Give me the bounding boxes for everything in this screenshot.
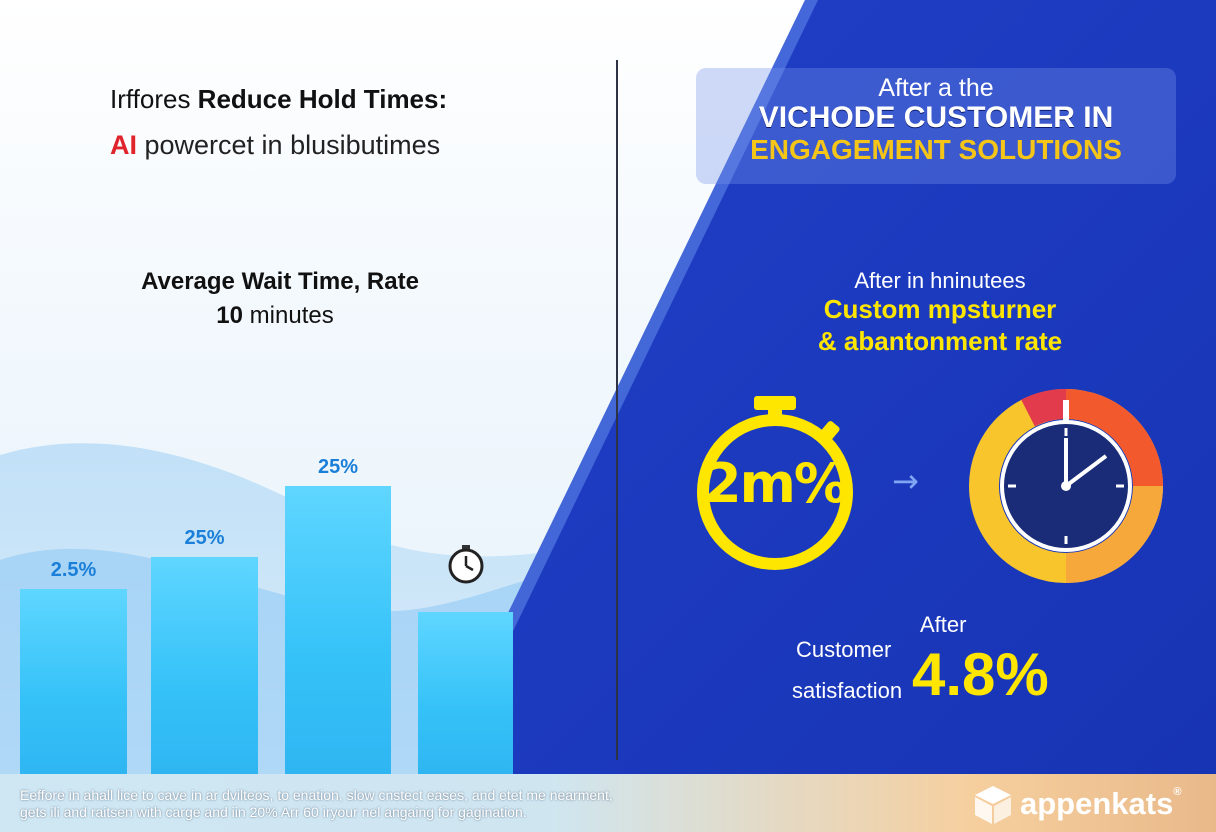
- metric-title-line2: & abantonment rate: [817, 326, 1063, 356]
- headline-bold: Reduce Hold Times:: [197, 84, 448, 114]
- after-caption: After in hninutees: [854, 268, 1026, 293]
- footer-text-line1: Eeffore in ahall lice to cave in ar dvil…: [20, 787, 613, 803]
- subline-ai: AI: [110, 130, 137, 160]
- clock-donut-chart: [969, 389, 1163, 583]
- brand-logo-icon: [975, 786, 1011, 824]
- satisfaction-label-line2: satisfaction: [792, 678, 903, 703]
- bar-data-label: 25%: [184, 527, 225, 549]
- vertical-divider: [616, 60, 618, 760]
- title-line3: ENGAGEMENT SOLUTIONS: [750, 134, 1122, 165]
- arrow-icon: →: [892, 462, 919, 500]
- stopwatch-value: 2m%: [704, 452, 848, 515]
- title-line2: VICHODE CUSTOMER IN: [758, 101, 1114, 134]
- headline-prefix: Irffores: [110, 84, 198, 114]
- title-card: [696, 68, 1176, 184]
- subline-rest: powercet in blusibutimes: [137, 130, 441, 160]
- wait-time-bar-chart: 2.5% 25% 25%: [0, 380, 560, 774]
- bar-data-label: 2.5%: [50, 559, 97, 581]
- satisfaction-label-line1: Customer: [796, 637, 892, 662]
- brand-name: appenkats®: [1020, 786, 1181, 822]
- avg-wait-value: 10 minutes: [0, 302, 550, 330]
- headline: Irffores Reduce Hold Times:: [110, 84, 447, 115]
- stopwatch-icon: [697, 396, 853, 570]
- chart-bar: [418, 612, 513, 774]
- chart-bar: [151, 557, 258, 774]
- chart-bar: [20, 589, 127, 774]
- satisfaction-value: 4.8%: [912, 641, 1049, 708]
- metric-title-line1: Custom mpsturner: [823, 294, 1057, 324]
- footer-bar: [0, 774, 1216, 832]
- avg-value-number: 10: [216, 302, 243, 329]
- clock-icon: [448, 545, 484, 584]
- chart-bar: [285, 486, 391, 774]
- subline: AI powercet in blusibutimes: [110, 130, 440, 161]
- brand-mark: ®: [1173, 786, 1182, 798]
- footer-text-line2: gets ili and raitsen with carge and iin …: [20, 804, 527, 820]
- brand-text: appenkats: [1020, 786, 1174, 821]
- avg-value-unit: minutes: [243, 302, 334, 329]
- satisfaction-after-label: After: [920, 612, 967, 637]
- title-line1: After a the: [878, 74, 994, 102]
- chart-title: Average Wait Time, Rate: [141, 268, 419, 295]
- bar-data-label: 25%: [317, 456, 359, 478]
